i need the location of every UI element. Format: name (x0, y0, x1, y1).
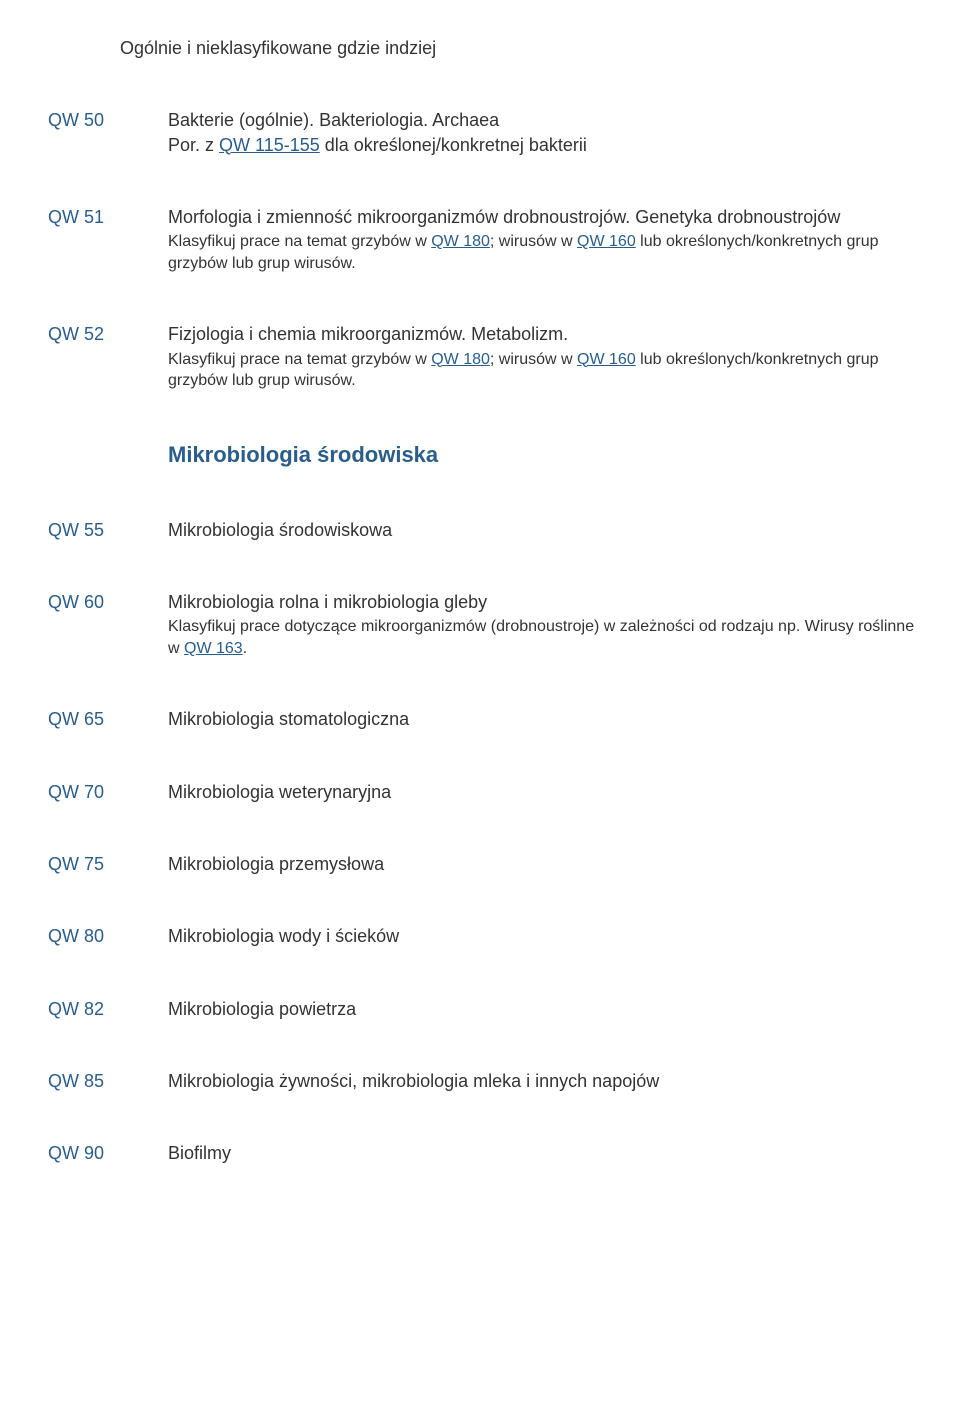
link-qw160[interactable]: QW 160 (577, 233, 636, 250)
entry-code: QW 55 (48, 518, 168, 542)
entry-body: Bakterie (ogólnie). Bakteriologia. Archa… (168, 108, 930, 157)
entry-body: Mikrobiologia żywności, mikrobiologia ml… (168, 1069, 930, 1093)
entry-body: Mikrobiologia wody i ścieków (168, 924, 930, 948)
entry-title: Mikrobiologia przemysłowa (168, 852, 930, 876)
entry-body: Mikrobiologia przemysłowa (168, 852, 930, 876)
entry-code: QW 82 (48, 997, 168, 1021)
note-text: . (243, 640, 247, 657)
entry-qw90: QW 90 Biofilmy (48, 1141, 930, 1165)
link-qw115-155[interactable]: QW 115-155 (219, 135, 320, 155)
entry-body: Biofilmy (168, 1141, 930, 1165)
entry-qw65: QW 65 Mikrobiologia stomatologiczna (48, 707, 930, 731)
note-text: Klasyfikuj prace na temat grzybów w (168, 233, 431, 250)
entry-title: Mikrobiologia rolna i mikrobiologia gleb… (168, 590, 930, 614)
entry-note: Klasyfikuj prace na temat grzybów w QW 1… (168, 349, 930, 392)
entry-code: QW 50 (48, 108, 168, 132)
entry-code: QW 90 (48, 1141, 168, 1165)
link-qw163[interactable]: QW 163 (184, 640, 243, 657)
entry-qw60: QW 60 Mikrobiologia rolna i mikrobiologi… (48, 590, 930, 659)
entry-title: Mikrobiologia środowiskowa (168, 518, 930, 542)
note-text: ; wirusów w (490, 233, 577, 250)
entry-body: Mikrobiologia rolna i mikrobiologia gleb… (168, 590, 930, 659)
entry-title: Bakterie (ogólnie). Bakteriologia. Archa… (168, 108, 930, 132)
entry-qw52: QW 52 Fizjologia i chemia mikroorganizmó… (48, 322, 930, 391)
link-qw180[interactable]: QW 180 (431, 233, 490, 250)
entry-code: QW 65 (48, 707, 168, 731)
entry-title: Fizjologia i chemia mikroorganizmów. Met… (168, 322, 930, 346)
entry-code: QW 52 (48, 322, 168, 346)
entry-qw82: QW 82 Mikrobiologia powietrza (48, 997, 930, 1021)
entry-title: Mikrobiologia stomatologiczna (168, 707, 930, 731)
entry-code: QW 80 (48, 924, 168, 948)
entry-code: QW 85 (48, 1069, 168, 1093)
note-text: Klasyfikuj prace dotyczące mikroorganizm… (168, 618, 914, 657)
section-heading: Mikrobiologia środowiska (168, 440, 930, 470)
entry-body: Morfologia i zmienność mikroorganizmów d… (168, 205, 930, 274)
entry-code: QW 60 (48, 590, 168, 614)
entry-body: Mikrobiologia stomatologiczna (168, 707, 930, 731)
entry-title: Mikrobiologia weterynaryjna (168, 780, 930, 804)
entry-qw50: QW 50 Bakterie (ogólnie). Bakteriologia.… (48, 108, 930, 157)
entry-title: Mikrobiologia wody i ścieków (168, 924, 930, 948)
entry-note: Klasyfikuj prace dotyczące mikroorganizm… (168, 616, 930, 659)
entry-title: Mikrobiologia powietrza (168, 997, 930, 1021)
entry-body: Mikrobiologia powietrza (168, 997, 930, 1021)
por-suffix: dla określonej/konkretnej bakterii (320, 135, 587, 155)
link-qw160[interactable]: QW 160 (577, 351, 636, 368)
note-text: Klasyfikuj prace na temat grzybów w (168, 351, 431, 368)
entry-qw80: QW 80 Mikrobiologia wody i ścieków (48, 924, 930, 948)
entry-por: Por. z QW 115-155 dla określonej/konkret… (168, 133, 930, 157)
entry-title: Mikrobiologia żywności, mikrobiologia ml… (168, 1069, 930, 1093)
por-prefix: Por. z (168, 135, 219, 155)
entry-title: Biofilmy (168, 1141, 930, 1165)
entry-note: Klasyfikuj prace na temat grzybów w QW 1… (168, 231, 930, 274)
entry-qw75: QW 75 Mikrobiologia przemysłowa (48, 852, 930, 876)
entry-code: QW 70 (48, 780, 168, 804)
link-qw180[interactable]: QW 180 (431, 351, 490, 368)
note-text: ; wirusów w (490, 351, 577, 368)
page-header: Ogólnie i nieklasyfikowane gdzie indziej (120, 36, 930, 60)
entry-title: Morfologia i zmienność mikroorganizmów d… (168, 205, 930, 229)
entry-body: Mikrobiologia weterynaryjna (168, 780, 930, 804)
entry-code: QW 51 (48, 205, 168, 229)
entry-body: Fizjologia i chemia mikroorganizmów. Met… (168, 322, 930, 391)
entry-qw70: QW 70 Mikrobiologia weterynaryjna (48, 780, 930, 804)
entry-body: Mikrobiologia środowiskowa (168, 518, 930, 542)
entry-qw85: QW 85 Mikrobiologia żywności, mikrobiolo… (48, 1069, 930, 1093)
entry-qw51: QW 51 Morfologia i zmienność mikroorgani… (48, 205, 930, 274)
entry-code: QW 75 (48, 852, 168, 876)
entry-qw55: QW 55 Mikrobiologia środowiskowa (48, 518, 930, 542)
